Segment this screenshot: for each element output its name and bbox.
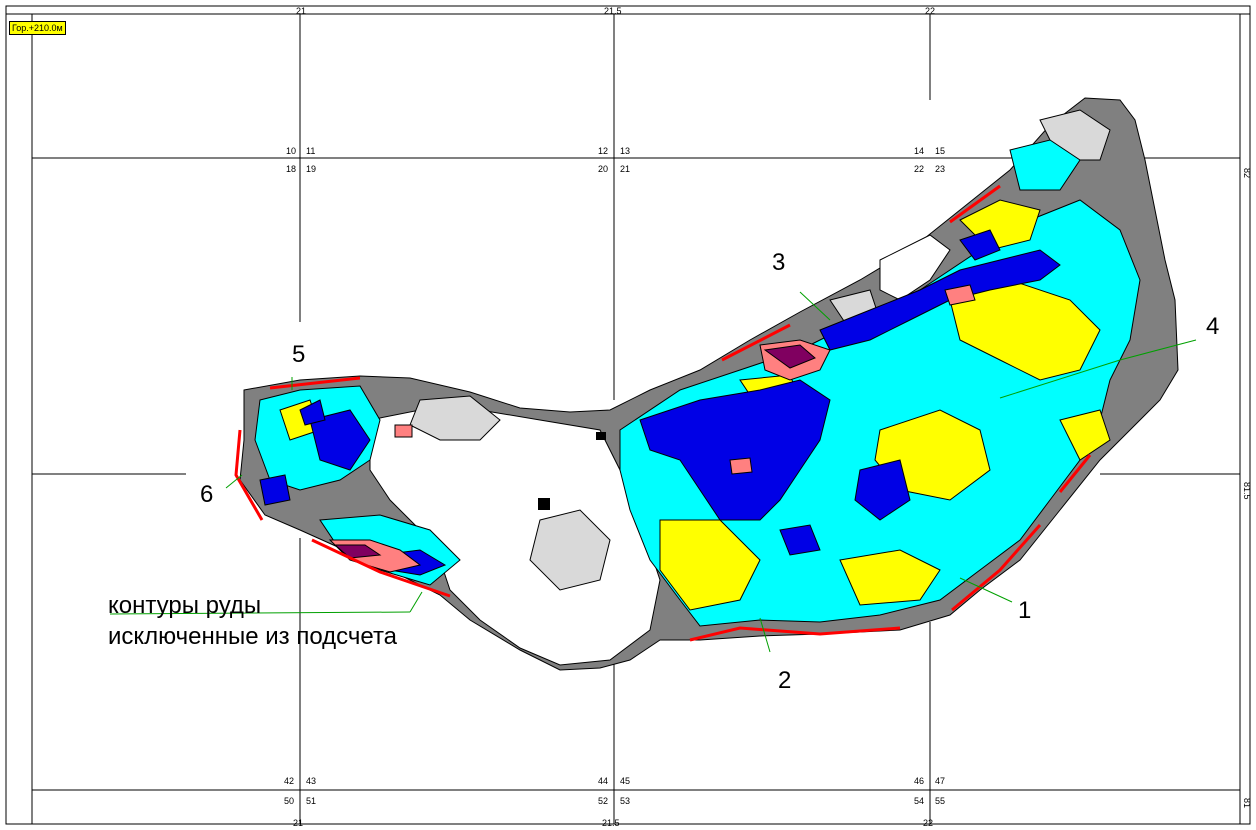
- cell-number: 19: [306, 164, 316, 174]
- pink-ore-zone: [394, 424, 413, 438]
- excluded-contours-note-line2: исключенные из подсчета: [108, 623, 398, 650]
- blue-ore-zone: [639, 379, 831, 521]
- cell-number: 43: [306, 776, 316, 786]
- level-label: Гор.+210.0м: [9, 21, 66, 35]
- right-axis-label: 81: [1242, 798, 1252, 808]
- bottom-axis-label: 21.5: [602, 818, 620, 828]
- ore-body: [239, 97, 1179, 671]
- cell-number: 53: [620, 796, 630, 806]
- cell-number: 14: [914, 146, 924, 156]
- callout-number: 3: [772, 249, 785, 276]
- cell-number: 47: [935, 776, 945, 786]
- excluded-contours: [234, 184, 1092, 642]
- cell-number: 20: [598, 164, 608, 174]
- pink-ore-zone: [944, 284, 976, 306]
- callout-number: 5: [292, 341, 305, 368]
- blue-ore-zone: [779, 524, 821, 556]
- black-spot: [538, 498, 550, 510]
- callout-number: 4: [1206, 313, 1219, 340]
- yellow-ore-zone: [839, 549, 941, 606]
- cell-number: 22: [914, 164, 924, 174]
- callout-number: 6: [200, 481, 213, 508]
- barren-area-ne: [879, 234, 951, 301]
- black-spot: [596, 432, 606, 440]
- blue-ore-zone: [309, 409, 371, 471]
- light-gray-zone: [529, 509, 611, 591]
- cell-number: 10: [286, 146, 296, 156]
- cell-number: 12: [598, 146, 608, 156]
- blue-ore-zone: [819, 249, 1061, 351]
- callout-lines: [109, 291, 1197, 653]
- yellow-ore-zone: [1059, 409, 1111, 461]
- right-axis-label: 81.5: [1242, 482, 1252, 500]
- callout-number: 1: [1018, 597, 1031, 624]
- right-axis-label: 82: [1242, 168, 1252, 178]
- callout-number: 2: [778, 667, 791, 694]
- cell-number: 18: [286, 164, 296, 174]
- cell-number: 21: [620, 164, 630, 174]
- cell-number: 11: [306, 146, 315, 156]
- cell-number: 55: [935, 796, 945, 806]
- cell-number: 15: [935, 146, 945, 156]
- cell-number: 23: [935, 164, 945, 174]
- blue-ore-zone: [959, 229, 1001, 261]
- cell-number: 54: [914, 796, 924, 806]
- top-axis-label: 21.5: [604, 6, 622, 16]
- cyan-ore-zone: [1009, 139, 1081, 191]
- blue-ore-zone: [259, 474, 291, 506]
- bottom-axis-label: 22: [923, 818, 933, 828]
- cell-number: 52: [598, 796, 608, 806]
- cell-number: 42: [284, 776, 294, 786]
- cell-number: 45: [620, 776, 630, 786]
- cell-number: 44: [598, 776, 608, 786]
- top-axis-label: 22: [925, 6, 935, 16]
- top-axis-label: 21: [296, 6, 306, 16]
- pink-ore-zone: [729, 457, 753, 475]
- excluded-contours-note-line1: контуры руды: [108, 592, 261, 619]
- blue-ore-zone: [854, 459, 911, 521]
- cell-number: 46: [914, 776, 924, 786]
- yellow-ore-zone: [949, 279, 1101, 381]
- blue-ore-zone: [299, 399, 326, 426]
- cell-number: 51: [306, 796, 316, 806]
- cell-number: 13: [620, 146, 630, 156]
- bottom-axis-label: 21: [293, 818, 303, 828]
- cell-number: 50: [284, 796, 294, 806]
- purple-ore-zone: [763, 344, 816, 369]
